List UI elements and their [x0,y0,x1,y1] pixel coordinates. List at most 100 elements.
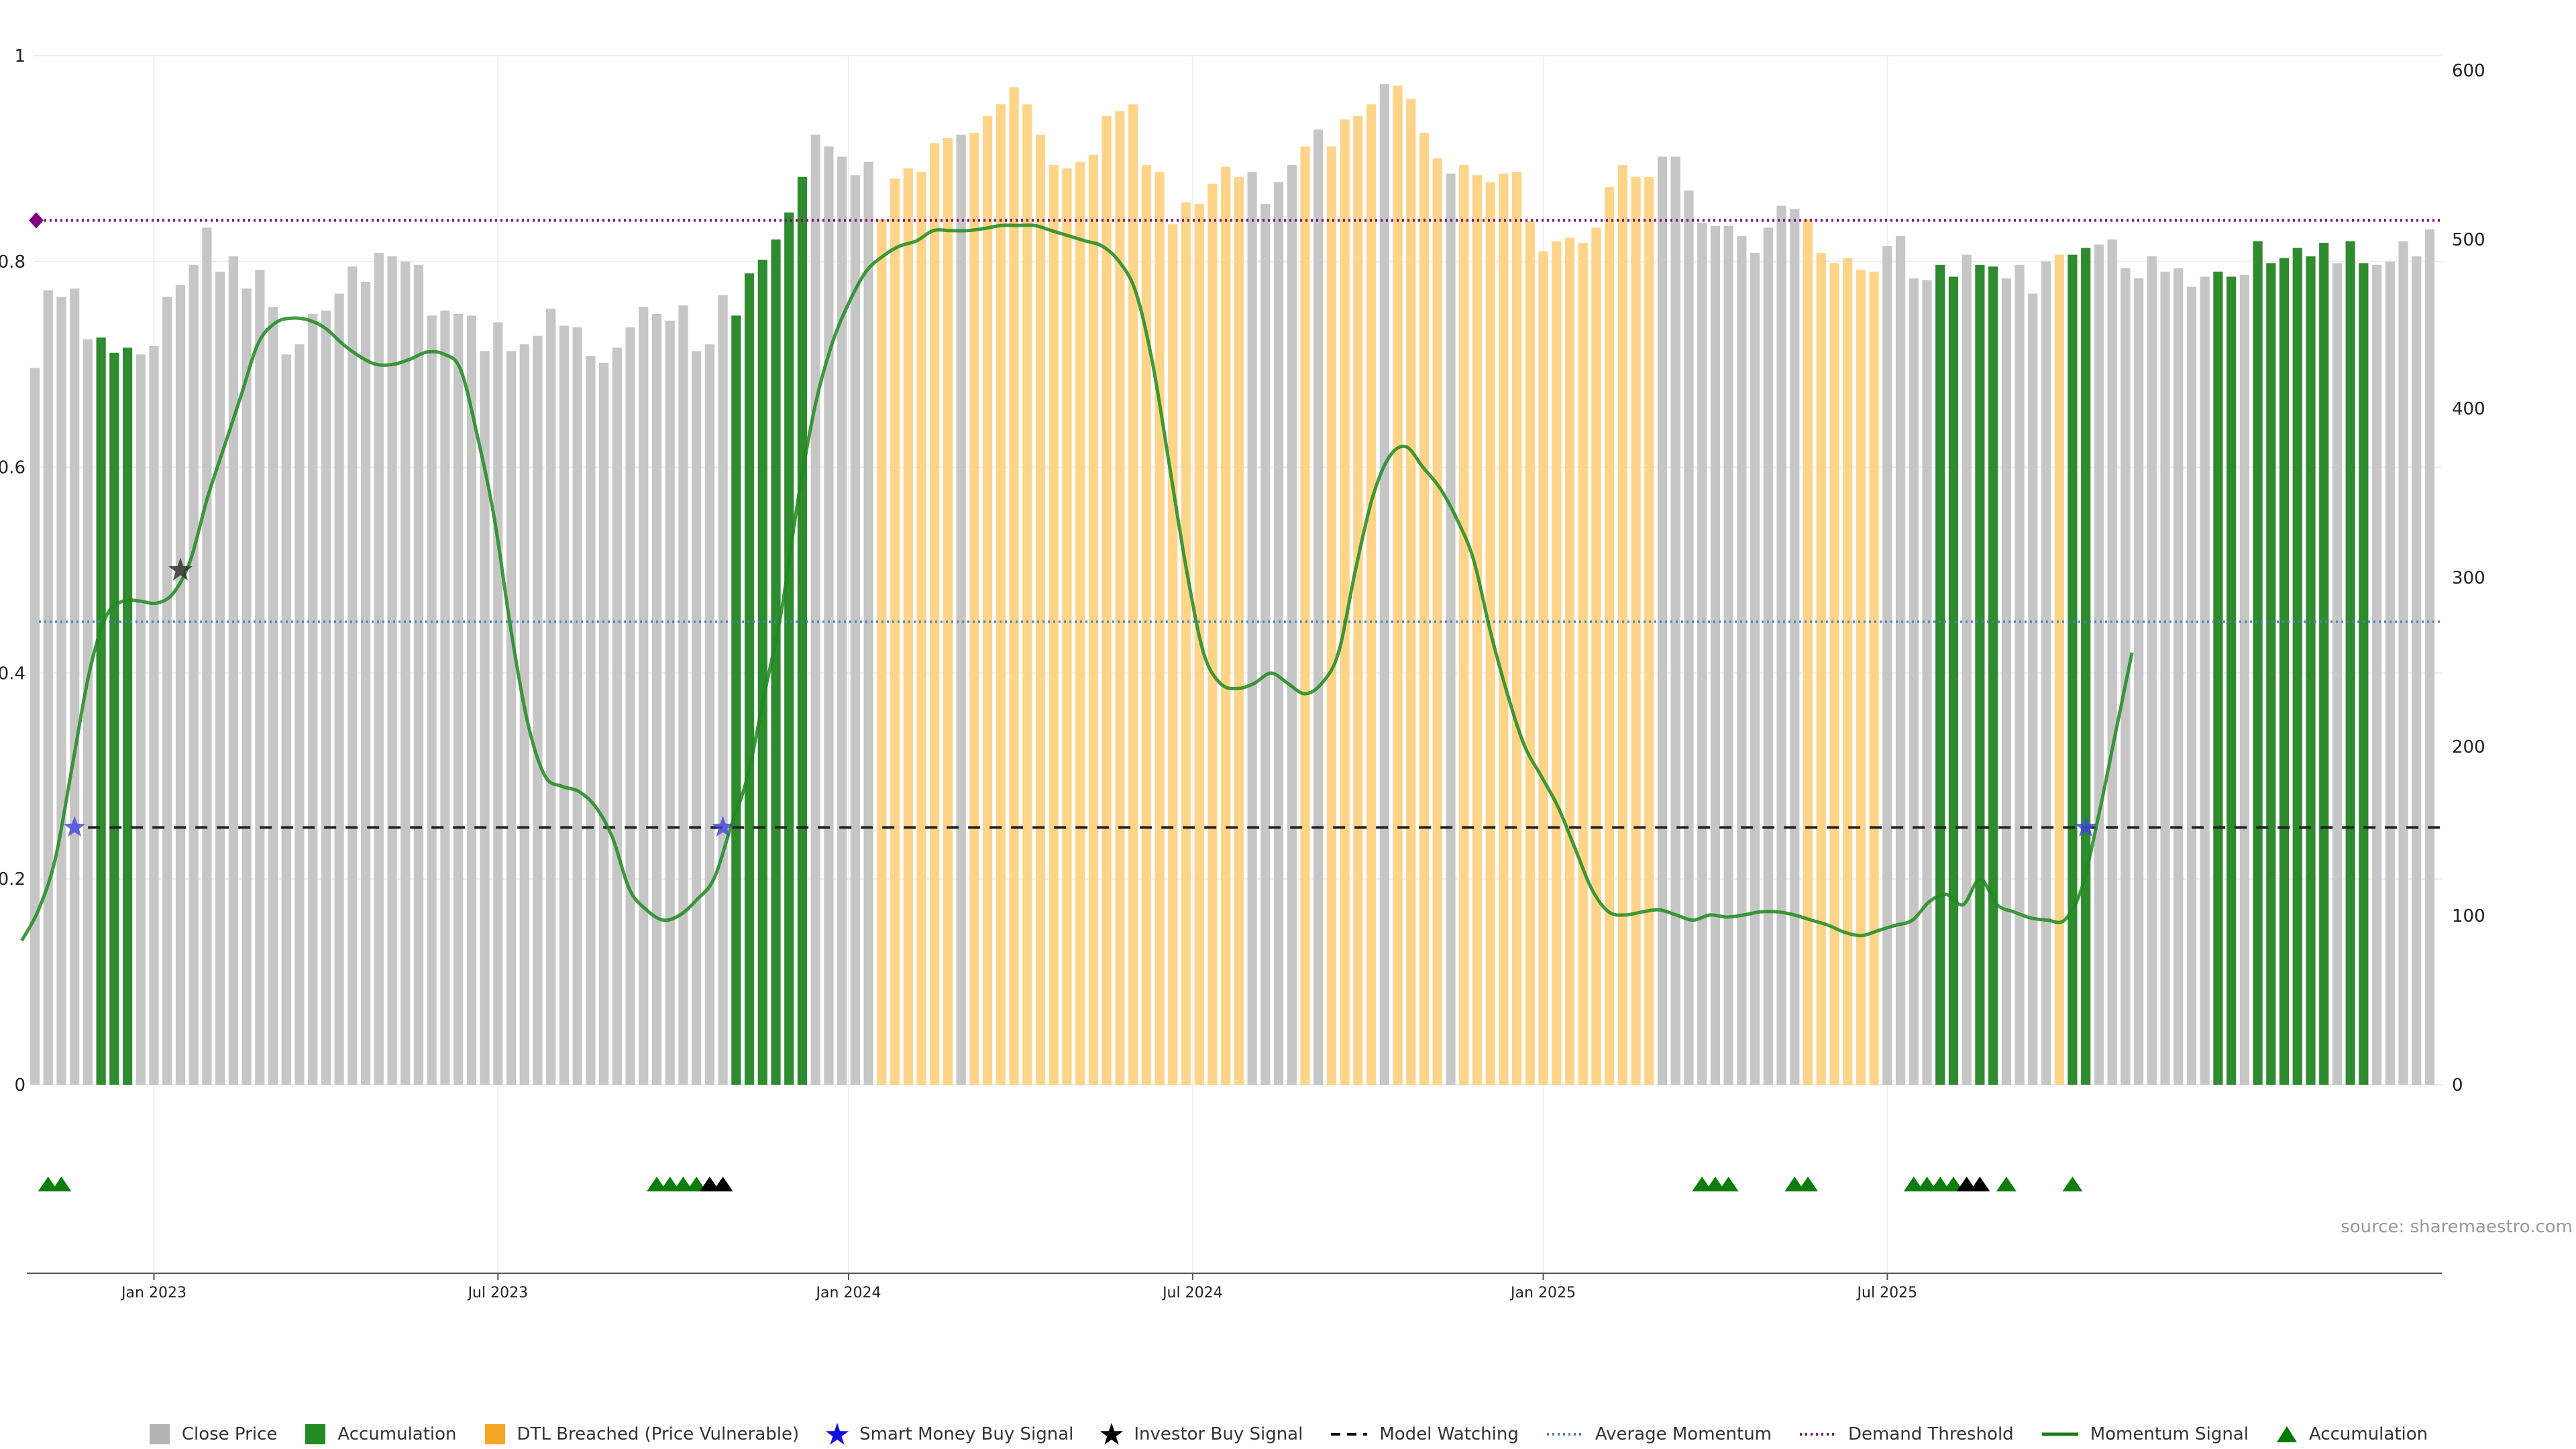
price-bar [2239,274,2249,1085]
price-bar [1843,258,1853,1085]
price-bar [533,335,543,1085]
price-bar [1022,104,1032,1085]
right-tick-label: 0 [2452,1075,2463,1095]
price-bar [572,327,582,1085]
legend-square [305,1424,326,1444]
right-tick-label: 200 [2452,737,2485,757]
price-bar [863,162,873,1085]
price-bar [784,212,794,1085]
accumulation-triangle [1970,1177,1990,1191]
left-tick-label: 1 [14,46,25,66]
price-bar [1670,156,1680,1085]
legend-item: Close Price [148,1423,277,1446]
price-bar [1631,176,1641,1085]
price-bar [1552,241,1562,1085]
price-bar [493,322,503,1085]
legend-label: Investor Buy Signal [1134,1424,1303,1444]
price-bar [189,264,199,1085]
price-bar [1525,221,1535,1085]
accumulation-triangle [1930,1177,1951,1191]
price-bar [2001,278,2011,1085]
x-tick-label: Jan 2025 [1509,1285,1576,1301]
price-bar [1909,278,1919,1085]
price-bar [387,256,397,1085]
price-bar [1948,276,1959,1085]
price-bar [228,256,238,1085]
legend-item: Accumulation [304,1423,457,1446]
right-tick-label: 300 [2452,568,2485,588]
price-bar [1353,116,1363,1085]
accumulation-triangle [712,1177,733,1191]
price-bar [1035,134,1046,1085]
price-bar [1723,225,1733,1085]
price-bar [2015,264,2025,1085]
price-bar [2266,263,2276,1085]
price-bar [678,305,688,1085]
price-bar [2054,254,2064,1085]
axes: 0 0.2 0.4 0.6 0.8 1 0 100 200 300 400 500 600 Jan 202… [0,46,2485,1301]
legend-item: DTL Breached (Price Vulnerable) [484,1423,799,1446]
x-tick-label: Jul 2024 [1161,1285,1223,1301]
price-bar [692,351,702,1085]
smart-money-star [2075,816,2097,837]
price-bar [996,104,1006,1085]
price-bar [1882,246,1892,1085]
accumulation-triangle [1718,1177,1739,1191]
price-bar [586,356,596,1085]
x-tick-label: Jan 2024 [815,1285,881,1301]
price-bar [2292,248,2302,1085]
price-bar [2253,241,2263,1085]
legend-swatch [826,1423,849,1445]
price-bar [1776,205,1786,1085]
legend-item: Momentum Signal [2041,1423,2249,1446]
left-tick-label: 0.2 [0,869,25,890]
price-bar [1260,204,1271,1085]
price-bar [2133,278,2144,1085]
price-bar [1009,87,1019,1085]
price-bar [731,315,741,1085]
price-bar [2147,256,2157,1085]
price-bar [1591,227,1601,1085]
price-bar [1273,182,1284,1085]
price-bar [1234,176,1244,1085]
price-bar [1816,253,1826,1085]
price-bar [1247,172,1257,1085]
price-bar [1472,175,1482,1085]
accumulation-triangle [1943,1177,1964,1191]
legend-swatch [2041,1432,2078,1436]
legend-square [484,1424,505,1444]
legend-swatch [1331,1433,1368,1436]
legend-swatch [1546,1433,1583,1436]
legend-star [1100,1423,1124,1445]
price-bar [810,134,820,1085]
price-bar [1088,155,1099,1085]
momentum-signal-line [20,223,2134,942]
legend-square [149,1424,170,1444]
price-bar [321,310,331,1085]
price-bar [2068,254,2078,1085]
price-bar [1617,165,1627,1085]
price-bar [2226,276,2237,1085]
price-bar [308,313,318,1085]
price-bar [1062,168,1072,1085]
legend-item: Investor Buy Signal [1100,1423,1303,1446]
price-bar [1829,263,1839,1085]
legend-label: Accumulation [337,1424,457,1444]
accumulation-triangle [673,1177,694,1191]
price-bar [546,309,556,1085]
price-bar [625,327,635,1085]
price-bar [1763,227,1773,1085]
price-bar [1962,254,1972,1085]
left-tick-label: 0.8 [0,252,25,272]
legend-swatch [484,1424,505,1444]
price-bar [2094,244,2104,1085]
price-bar [1790,209,1800,1085]
price-bar [1102,116,1112,1085]
price-bar [2213,271,2223,1085]
price-bar [837,156,847,1085]
price-bar [2412,256,2422,1085]
price-bar [122,347,133,1085]
price-bar [1564,237,1575,1085]
x-tick-label: Jan 2023 [120,1285,186,1301]
accumulation-triangle [659,1177,680,1191]
